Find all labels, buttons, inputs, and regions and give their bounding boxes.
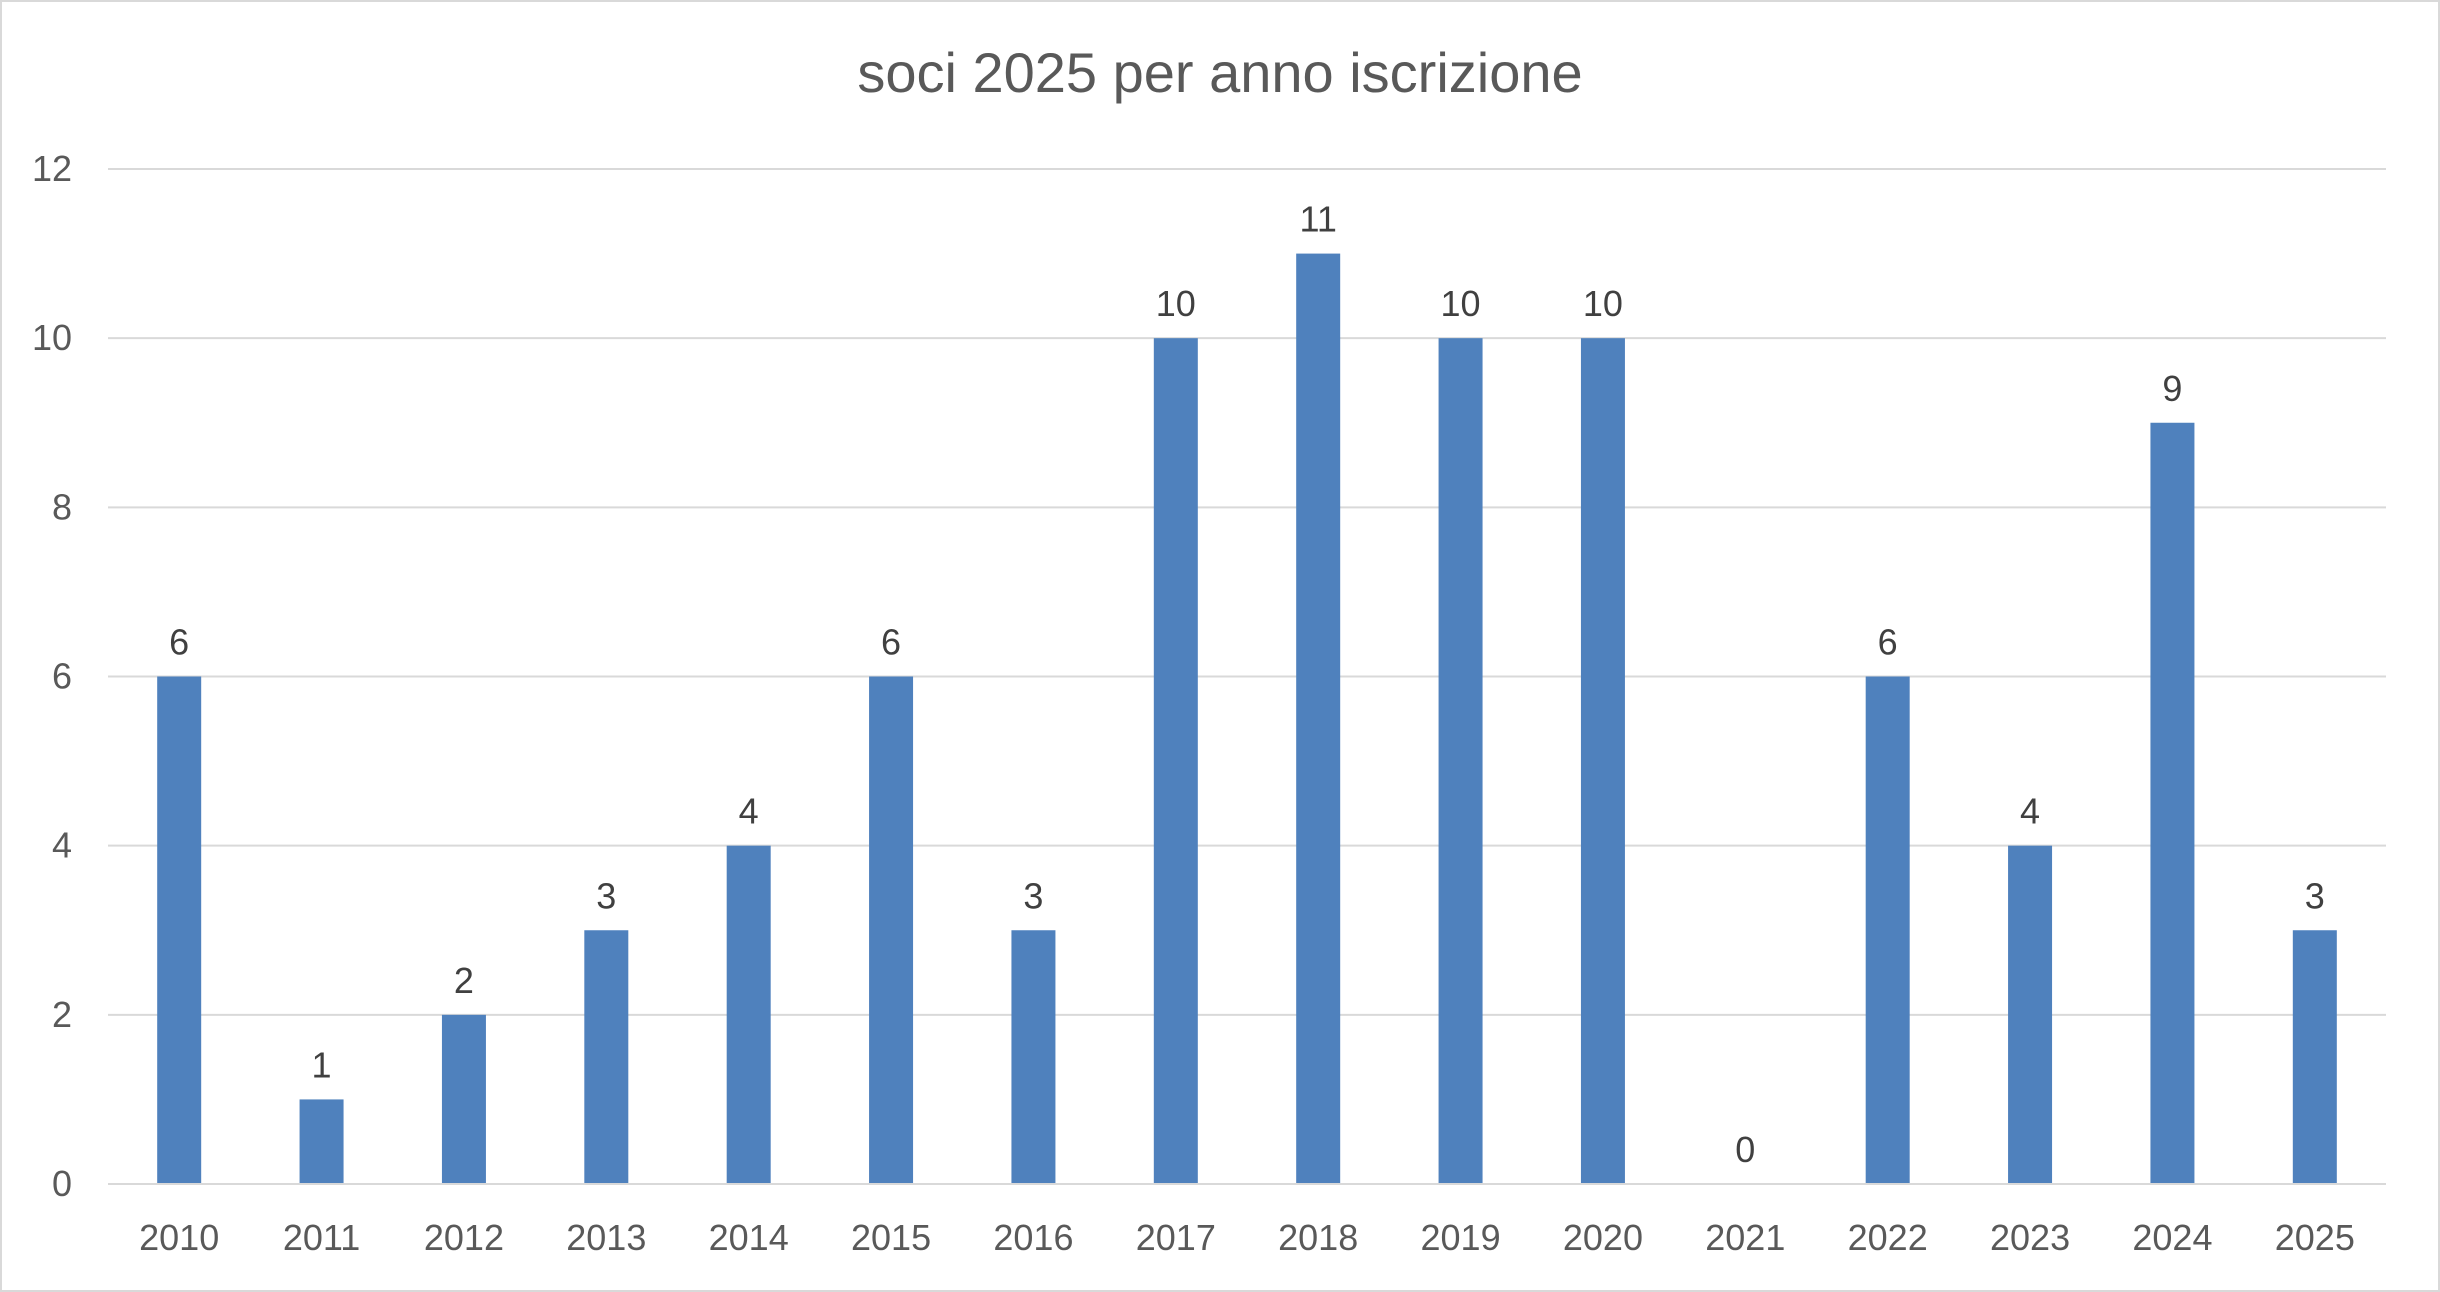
bar-2022 [1865,676,1910,1184]
data-label-2025: 3 [2305,875,2325,916]
data-label-2017: 10 [1156,283,1196,324]
data-label-2020: 10 [1583,283,1623,324]
x-tick-label: 2015 [851,1217,931,1258]
x-tick-label: 2019 [1421,1217,1501,1258]
x-tick-label: 2014 [709,1217,789,1258]
x-tick-label: 2018 [1278,1217,1358,1258]
bar-2018 [1296,253,1341,1185]
data-label-2016: 3 [1023,875,1043,916]
bar-2016 [1011,930,1056,1184]
x-tick-label: 2022 [1848,1217,1928,1258]
bar-2011 [299,1099,344,1184]
data-label-2023: 4 [2020,791,2040,832]
y-tick-label: 8 [52,486,72,527]
bar-2023 [2008,845,2053,1184]
data-label-2015: 6 [881,622,901,663]
y-tick-label: 4 [52,825,72,866]
data-label-2024: 9 [2162,368,2182,409]
x-tick-label: 2017 [1136,1217,1216,1258]
x-tick-label: 2013 [566,1217,646,1258]
x-tick-label: 2023 [1990,1217,2070,1258]
y-tick-label: 0 [52,1163,72,1204]
data-label-2010: 6 [169,622,189,663]
bar-2010 [157,676,202,1184]
chart-title: soci 2025 per anno iscrizione [857,41,1583,104]
x-tick-label: 2010 [139,1217,219,1258]
x-tick-label: 2025 [2275,1217,2355,1258]
x-tick-label: 2021 [1705,1217,1785,1258]
data-label-2022: 6 [1878,622,1898,663]
bar-2020 [1580,338,1625,1185]
y-tick-label: 6 [52,656,72,697]
x-tick-label: 2012 [424,1217,504,1258]
y-tick-label: 10 [32,317,72,358]
bar-2019 [1438,338,1483,1185]
bar-2017 [1153,338,1198,1185]
bar-2014 [726,845,771,1184]
x-tick-label: 2011 [283,1217,360,1258]
data-label-2014: 4 [739,791,759,832]
data-label-2013: 3 [596,875,616,916]
data-label-2021: 0 [1735,1129,1755,1170]
bars [157,253,2337,1185]
x-tick-label: 2016 [993,1217,1073,1258]
labels: 0 2 4 6 8 10 12 6 2010 1 2011 2 2012 3 2013 4 2014 6 2015 3… [32,148,2355,1258]
data-label-2011: 1 [312,1044,332,1085]
bar-2025 [2292,930,2337,1184]
gridlines [108,168,2386,1016]
data-label-2012: 2 [454,960,474,1001]
x-tick-label: 2024 [2132,1217,2212,1258]
data-label-2019: 10 [1441,283,1481,324]
x-tick-label: 2020 [1563,1217,1643,1258]
bar-2015 [869,676,914,1184]
bar-2024 [2150,422,2195,1184]
bar-2012 [441,1014,486,1184]
y-tick-label: 12 [32,148,72,189]
bar-2013 [584,930,629,1184]
data-label-2018: 11 [1300,199,1337,240]
y-tick-label: 2 [52,994,72,1035]
